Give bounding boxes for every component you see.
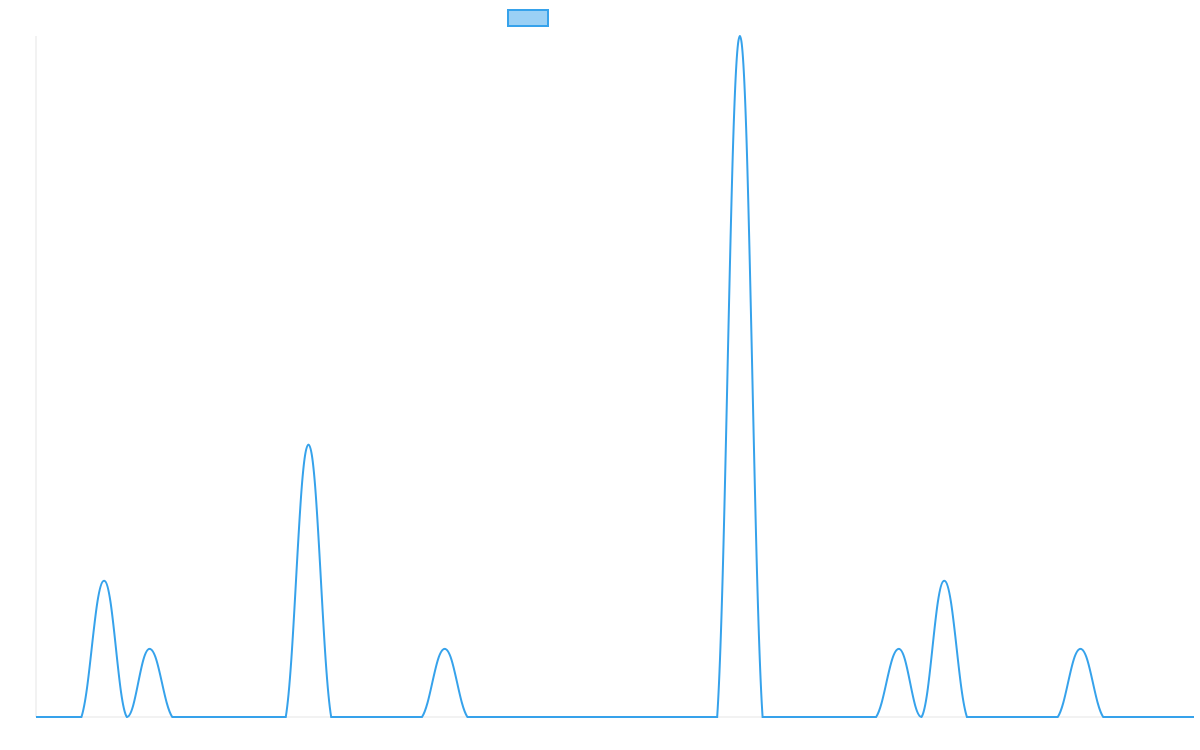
legend[interactable] bbox=[507, 9, 549, 27]
series-line bbox=[35, 34, 1194, 719]
legend-swatch[interactable] bbox=[507, 9, 549, 27]
